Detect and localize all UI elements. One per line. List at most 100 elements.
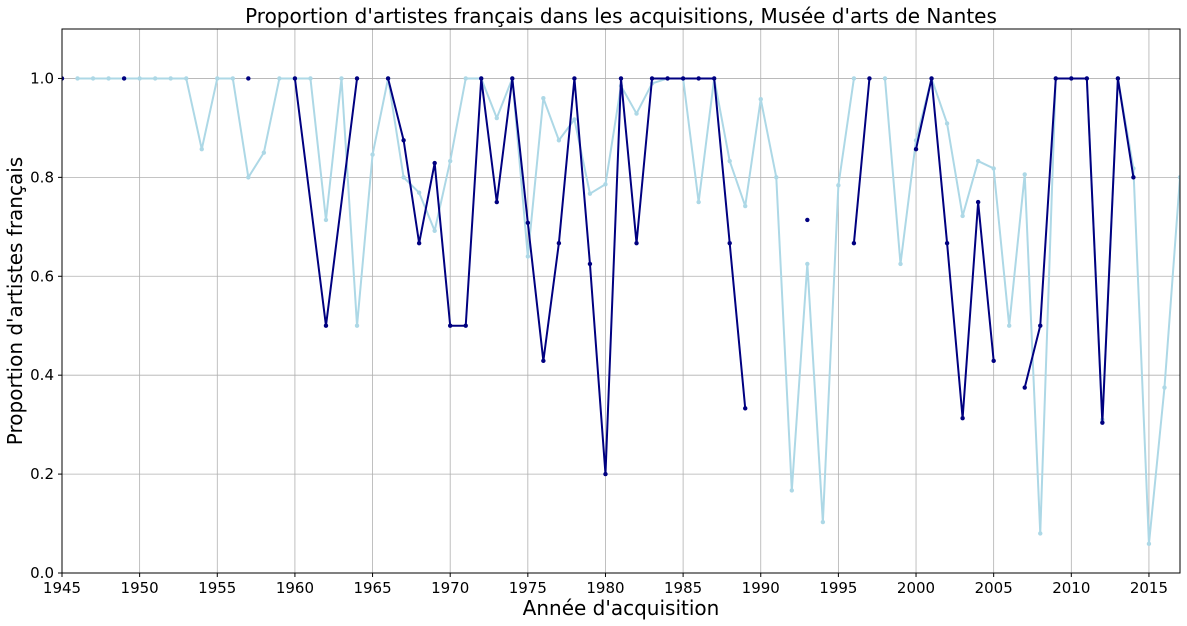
y-tick-label: 0.2 [30,465,54,483]
series-1-point [1115,76,1121,81]
series-0-point [525,254,531,259]
series-0-point [882,76,888,81]
series-0-point [1177,175,1180,180]
x-tick-label: 1995 [819,579,857,597]
series-1-point [805,217,810,223]
series-layer [62,76,1180,547]
series-1-point [960,416,965,421]
series-1-point [479,76,484,81]
chart-title: Proportion d'artistes français dans les … [245,4,997,28]
x-tick-label: 1965 [353,579,391,597]
series-1-point [447,323,453,328]
series-1-point [556,240,562,246]
series-0-point [898,261,903,267]
y-tick-label: 1.0 [30,69,54,87]
series-1-point [587,261,593,267]
series-1-line [915,77,995,420]
series-0-point [401,175,406,180]
series-1-point [680,76,686,81]
x-tick-label: 2000 [897,579,935,597]
series-0-point [1146,541,1152,547]
series-1-point [1100,420,1105,425]
series-1-point [1038,323,1043,328]
series-1-point [1053,76,1058,81]
series-0-point [184,76,189,81]
series-0-point [323,217,329,223]
series-0-point [991,166,996,171]
series-1-point [246,76,251,81]
series-0-point [106,76,111,81]
series-1-point [913,146,919,152]
series-0-point [758,97,763,102]
series-0-point [1162,385,1167,390]
series-1-point [1022,385,1027,390]
series-0-point [1006,323,1012,328]
series-0-point [447,158,453,164]
x-tick-label: 1945 [43,579,81,597]
series-1-point [649,76,655,81]
x-axis-ticks: 1945 1950 1955 1960 1965 1970 1975 1980 1985 1990… [43,573,1168,597]
series-1-point [292,76,298,81]
x-tick-label: 1950 [121,579,159,597]
x-tick-label: 1980 [586,579,624,597]
series-0-point [370,152,375,157]
series-0-point [944,121,950,126]
series-1-point [463,323,468,328]
series-1-point [385,76,391,81]
series-0-point [603,182,608,187]
y-tick-label: 0.6 [30,267,54,285]
series-1-point [323,323,329,328]
series-1-point [991,358,996,364]
series-0-point [308,76,313,81]
series-0-point [572,117,577,122]
y-axis-ticks: 0.0 0.2 0.4 0.6 0.8 1.0 [30,69,62,582]
series-0-point [556,138,562,143]
series-1-point [432,160,437,166]
series-1-point [121,76,127,81]
series-0-point [1022,172,1027,177]
series-0 [75,76,1180,547]
series-0-point [774,175,779,180]
series-1-point [354,76,360,81]
series-0-point [432,228,437,233]
x-tick-label: 2005 [975,579,1013,597]
series-0-point [743,203,748,209]
x-tick-label: 1990 [742,579,780,597]
series-0-point [541,96,546,101]
series-0-point [805,261,810,267]
series-1-point [603,471,608,477]
series-1-point [851,240,857,246]
series-1-point [541,358,546,364]
series-0-point [727,158,732,164]
series-0-line [77,77,855,524]
series-0-point [354,323,360,328]
plot-frame [61,28,1181,574]
series-0-point [960,213,965,219]
series-1-point [929,76,934,81]
x-tick-label: 1975 [509,579,547,597]
y-tick-label: 0.4 [30,366,54,384]
series-1-point [711,76,717,81]
series-0-point [199,146,204,152]
series-1-point [62,76,65,81]
series-1-point [944,240,950,246]
x-tick-label: 1960 [276,579,314,597]
x-tick-label: 2015 [1130,579,1168,597]
grid [61,29,1180,574]
series-0-point [696,199,701,205]
series-0-point [230,76,236,81]
series-1-line [293,78,359,327]
series-0-point [137,76,142,81]
series-0-point [634,111,639,116]
y-tick-label: 0.8 [30,168,54,186]
series-0-point [90,76,96,81]
series-0-point [277,76,282,81]
x-tick-label: 1985 [664,579,702,597]
x-axis-label: Année d'acquisition [523,596,720,620]
series-0-point [1038,531,1043,536]
series-1-point [572,76,577,81]
series-1-point [867,76,872,81]
series-1-point [696,76,701,81]
series-0-point [789,488,795,493]
